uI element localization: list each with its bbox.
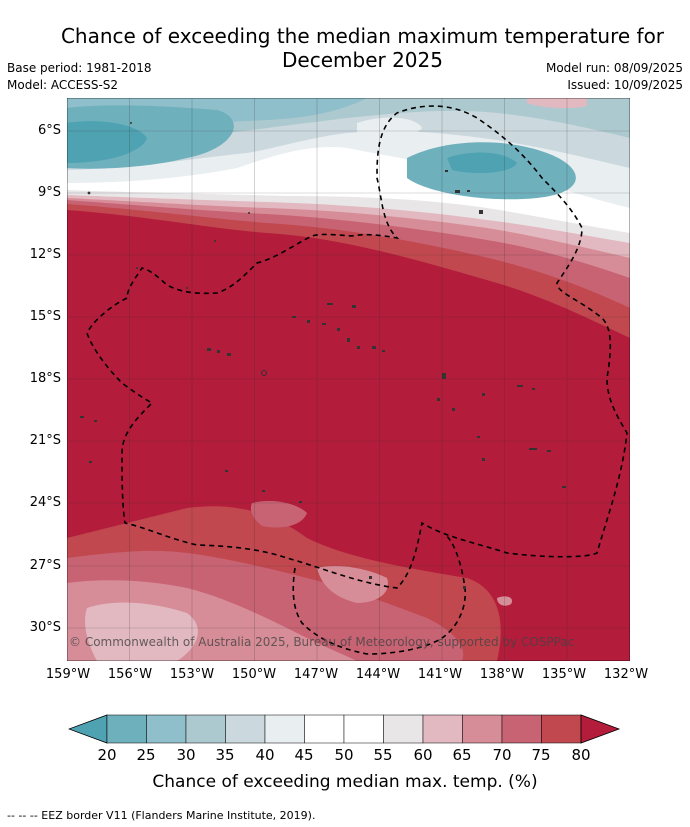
south-patch-55 [85,602,198,661]
lon-label-135w: 135°W [541,667,587,682]
colorbar-label: 70 [492,746,512,764]
colorbar-label: 30 [176,746,196,764]
lon-label-132w: 132°W [603,667,649,682]
colorbar-label: 45 [294,746,314,764]
lon-label-150w: 150°W [231,667,277,682]
lat-label-24s: 24°S [29,495,61,510]
meta-left: Base period: 1981-2018 Model: ACCESS-S2 [7,60,152,94]
colorbar-label: 80 [571,746,591,764]
lon-label-159w: 159°W [45,667,91,682]
south-patch-isle [250,501,307,528]
meta-right: Model run: 08/09/2025 Issued: 10/09/2025 [546,60,683,94]
lat-label-21s: 21°S [29,433,61,448]
colorbar-label: 35 [215,746,235,764]
copyright-notice: © Commonwealth of Australia 2025, Bureau… [69,635,574,649]
colorbar-title-text: Chance of exceeding median max. temp. (%… [152,772,538,792]
cool-patch-core-west [67,121,147,163]
forecast-map: © Commonwealth of Australia 2025, Bureau… [67,98,630,661]
lon-label-147w: 147°W [293,667,339,682]
title-line-1: Chance of exceeding the median maximum t… [60,24,665,48]
colorbar-label: 20 [97,746,117,764]
cool-patch-north [357,117,422,138]
lat-label-27s: 27°S [29,558,61,573]
eez-footnote: -- -- -- EEZ border V11 (Flanders Marine… [7,809,316,822]
colorbar-cell [462,714,503,744]
south-patch-east [317,566,388,603]
cool-patch-central [277,167,332,194]
colorbar-max-arrow [580,714,621,744]
colorbar-title: Chance of exceeding median max. temp. (%… [0,772,690,792]
lon-label-141w: 141°W [417,667,463,682]
colorbar-cells [68,714,621,744]
colorbar-cell [422,714,463,744]
lat-label-9s: 9°S [37,185,61,200]
colorbar-cell [185,714,226,744]
lat-label-30s: 30°S [29,620,61,635]
page-title: Chance of exceeding the median maximum t… [0,24,690,72]
model-name: Model: ACCESS-S2 [7,78,119,92]
colorbar-label: 55 [373,746,393,764]
colorbar-label: 25 [136,746,156,764]
lat-label-18s: 18°S [29,371,61,386]
colorbar [68,714,621,744]
eez-borders [86,105,628,655]
colorbar-cell [264,714,305,744]
eez-austral [292,535,467,655]
colorbar-cell [106,714,147,744]
colorbar-cell [541,714,582,744]
issued-date: Issued: 10/09/2025 [567,78,683,92]
cool-patch-core-east [447,152,517,174]
eez-cook-islands [86,105,628,589]
lat-label-6s: 6°S [37,123,61,138]
colorbar-cell [304,714,345,744]
colorbar-label: 40 [255,746,275,764]
colorbar-cell [146,714,187,744]
lon-label-144w: 144°W [355,667,401,682]
colorbar-cell [501,714,542,744]
lat-label-12s: 12°S [29,247,61,262]
south-patch-dot [497,596,513,606]
lon-label-138w: 138°W [479,667,525,682]
colorbar-cell [383,714,424,744]
model-run: Model run: 08/09/2025 [545,61,683,75]
title-line-2: December 2025 [282,48,443,72]
colorbar-label: 65 [452,746,472,764]
colorbar-label: 60 [413,746,433,764]
colorbar-label: 50 [334,746,354,764]
lon-label-153w: 153°W [169,667,215,682]
colorbar-cell [343,714,384,744]
colorbar-label: 75 [531,746,551,764]
colorbar-min-arrow [68,714,108,744]
lat-label-15s: 15°S [29,309,61,324]
islands [80,122,566,589]
lon-label-156w: 156°W [107,667,153,682]
base-period: Base period: 1981-2018 [7,61,152,75]
warm-patch-north [527,98,587,109]
colorbar-cell [225,714,266,744]
